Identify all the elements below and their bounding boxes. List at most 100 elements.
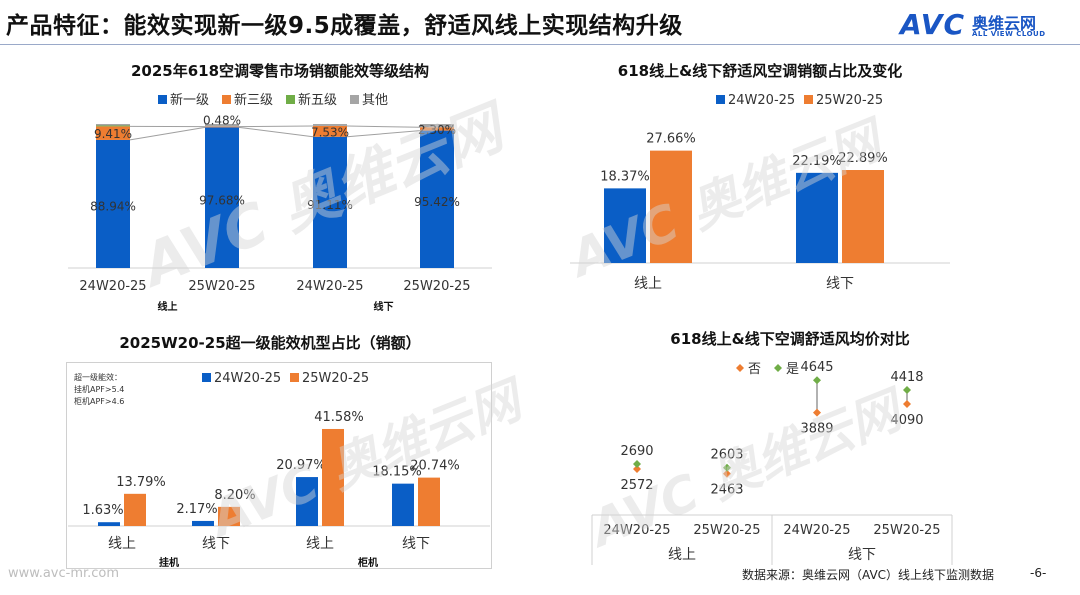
legend-swatch	[158, 95, 167, 104]
legend-label: 24W20-25	[728, 93, 795, 108]
x-tick-label: 线上	[634, 276, 662, 292]
x-tick-label: 线上	[108, 536, 136, 552]
bar-segment	[96, 124, 130, 126]
note-line: 挂机APF>5.4	[74, 385, 125, 394]
data-label: 4090	[890, 413, 923, 428]
header-divider	[0, 44, 1080, 45]
x-tick-label: 25W20-25	[873, 523, 940, 538]
legend-label: 否	[748, 362, 761, 377]
note-line: 超一级能效：	[74, 373, 122, 382]
legend-swatch	[202, 373, 211, 382]
connector-line	[238, 125, 314, 128]
logo-en-name: ALL VIEW CLOUD	[972, 30, 1046, 38]
comfort-share-chart: 618线上&线下舒适风空调销额占比及变化 24W20-25 25W20-25 18.3…	[568, 56, 952, 306]
bar	[796, 172, 838, 263]
avc-logo: AVC 奥维云网 ALL VIEW CLOUD	[900, 8, 1070, 42]
legend-swatch	[222, 95, 231, 104]
footer-url[interactable]: www.avc-mr.com	[8, 566, 120, 581]
data-label: 2.30%	[418, 123, 456, 137]
x-tick-label: 25W20-25	[188, 279, 255, 294]
data-label: 41.58%	[314, 410, 364, 425]
data-label: 3889	[800, 422, 833, 437]
bar-segment	[96, 125, 130, 127]
bar-segment	[313, 136, 347, 268]
x-tick-label: 24W20-25	[79, 279, 146, 294]
group-label: 线下	[848, 547, 876, 563]
chart-title: 2025W20-25超一级能效机型占比（销额）	[119, 334, 420, 352]
data-label: 91.11%	[307, 198, 353, 212]
bar-segment	[420, 127, 454, 131]
bar	[296, 477, 318, 526]
legend-label: 新一级	[170, 92, 209, 108]
data-label: 4418	[890, 370, 923, 385]
legend-marker	[736, 364, 744, 372]
bar-segment	[313, 125, 347, 137]
data-label: 2.17%	[176, 502, 217, 517]
legend-swatch	[350, 95, 359, 104]
bar-segment	[420, 130, 454, 268]
bar-segment	[96, 126, 130, 140]
data-label: 1.63%	[82, 503, 123, 518]
data-label: 88.94%	[90, 199, 136, 213]
data-label: 8.20%	[214, 488, 255, 503]
super-level-chart: 2025W20-25超一级能效机型占比（销额） 24W20-25 25W20-25 1…	[66, 330, 492, 570]
logo-cn-name: 奥维云网	[972, 14, 1037, 33]
connector-line	[346, 130, 421, 138]
bar-segment	[313, 124, 347, 126]
bar-segment	[420, 124, 454, 128]
data-label: 0.48%	[203, 114, 241, 128]
super-level-frame	[66, 362, 492, 569]
data-label: 4645	[800, 360, 833, 375]
x-tick-label: 线下	[202, 536, 230, 552]
legend-swatch	[286, 95, 295, 104]
price-marker	[813, 408, 821, 417]
bar-segment	[205, 126, 239, 128]
bar-segment	[205, 124, 239, 127]
bar-segment	[205, 127, 239, 269]
price-marker	[633, 460, 641, 468]
bar	[604, 188, 646, 263]
data-label: 22.19%	[792, 154, 842, 169]
x-tick-label: 线下	[402, 536, 430, 552]
legend-label: 新五级	[298, 92, 337, 108]
chart-title: 618线上&线下舒适风空调销额占比及变化	[618, 62, 902, 80]
group-label: 线上	[158, 300, 178, 313]
x-tick-label: 线下	[826, 276, 854, 292]
connector-line	[129, 126, 206, 141]
chart-svg: 2025W20-25超一级能效机型占比（销额） 24W20-25 25W20-25 1…	[68, 334, 490, 569]
price-marker	[813, 376, 821, 385]
bar	[98, 522, 120, 526]
super-level-note: 超一级能效： 挂机APF>5.4 柜机APF>4.6	[74, 372, 124, 408]
group-label: 线下	[374, 300, 394, 313]
legend-label: 新三级	[234, 92, 273, 108]
chart-title: 2025年618空调零售市场销额能效等级结构	[131, 62, 429, 80]
bar	[322, 428, 344, 526]
price-marker	[903, 385, 911, 394]
price-marker	[903, 400, 911, 408]
x-tick-label: 24W20-25	[296, 279, 363, 294]
bar	[650, 150, 692, 263]
legend-label: 其他	[362, 93, 388, 108]
data-label: 7.53%	[311, 125, 349, 139]
data-label: 2690	[620, 444, 653, 459]
data-label: 27.66%	[646, 132, 696, 147]
bar	[842, 170, 884, 263]
bar	[124, 493, 146, 526]
page-title: 产品特征：能效实现新一级9.5成覆盖，舒适风线上实现结构升级	[6, 13, 683, 39]
legend-label: 25W20-25	[302, 371, 369, 386]
legend-swatch	[716, 95, 725, 104]
bar-segment	[96, 139, 130, 268]
page-number: -6-	[1030, 566, 1047, 580]
note-line: 柜机APF>4.6	[74, 397, 125, 406]
data-label: 20.97%	[276, 458, 326, 473]
x-tick-label: 25W20-25	[693, 523, 760, 538]
bar	[218, 506, 240, 526]
data-label: 9.41%	[94, 127, 132, 141]
connector-line	[238, 126, 314, 138]
energy-structure-chart: 2025年618空调零售市场销额能效等级结构新一级 新三级 新五级 其他 24W20-2…	[60, 56, 500, 318]
group-label: 柜机	[357, 556, 378, 569]
data-label: 13.79%	[116, 475, 166, 490]
data-label: 95.42%	[414, 195, 460, 209]
